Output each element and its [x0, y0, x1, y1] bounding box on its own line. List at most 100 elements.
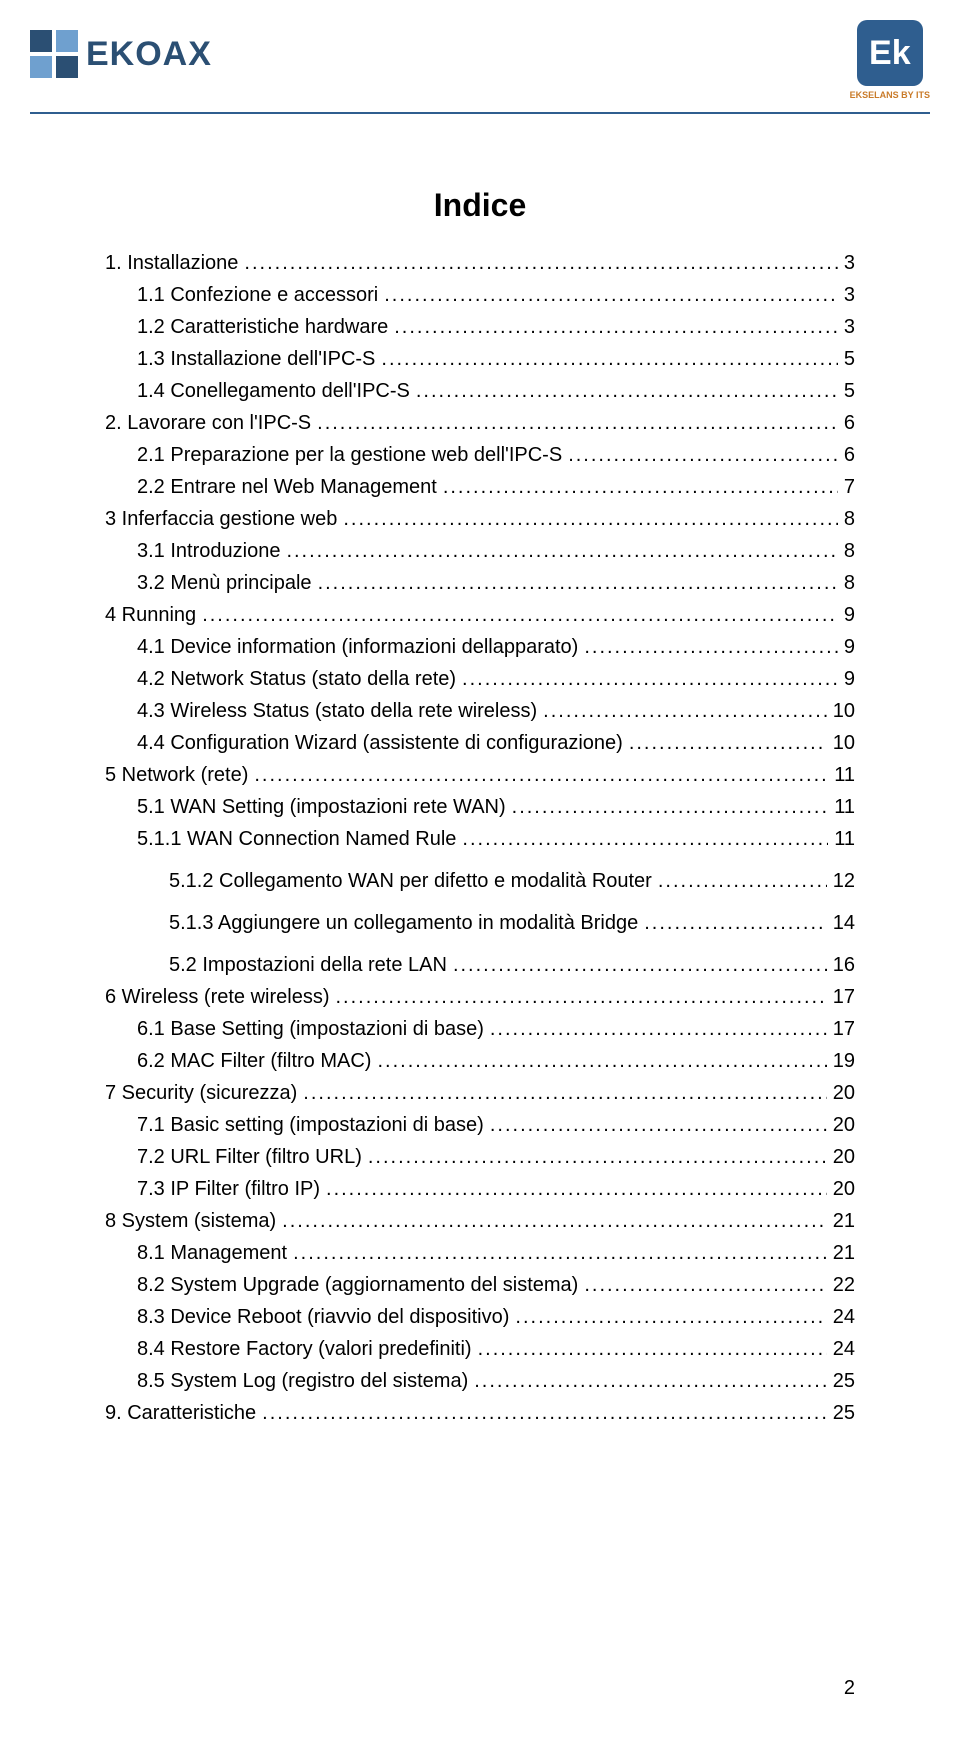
- toc-leader-dots: [474, 1366, 827, 1396]
- toc-entry: 6.1 Base Setting (impostazioni di base) 1…: [105, 1014, 855, 1044]
- toc-entry-label: 8.4 Restore Factory (valori predefiniti): [137, 1334, 472, 1364]
- toc-entry-label: 8.2 System Upgrade (aggiornamento del si…: [137, 1270, 578, 1300]
- toc-entry-label: 1.3 Installazione dell'IPC-S: [137, 344, 375, 374]
- logo-ekoax: EKOAX: [30, 30, 212, 78]
- toc-entry-label: 4.4 Configuration Wizard (assistente di …: [137, 728, 623, 758]
- logo-square-4: [56, 56, 78, 78]
- toc-entry-page: 6: [844, 408, 855, 438]
- toc-entry: 2.1 Preparazione per la gestione web del…: [105, 440, 855, 470]
- toc-entry: 9. Caratteristiche25: [105, 1398, 855, 1428]
- toc-leader-dots: [318, 568, 838, 598]
- toc-entry: 8.4 Restore Factory (valori predefiniti)…: [105, 1334, 855, 1364]
- toc-leader-dots: [282, 1206, 827, 1236]
- toc-entry-page: 20: [833, 1174, 855, 1204]
- toc-leader-dots: [644, 908, 827, 938]
- toc-entry-label: 1. Installazione: [105, 248, 238, 278]
- toc-entry-label: 4.2 Network Status (stato della rete): [137, 664, 456, 694]
- toc-entry-label: 2.1 Preparazione per la gestione web del…: [137, 440, 562, 470]
- toc-entry-page: 16: [833, 950, 855, 980]
- toc-leader-dots: [286, 536, 837, 566]
- toc-leader-dots: [543, 696, 827, 726]
- toc-entry: 8.1 Management 21: [105, 1238, 855, 1268]
- toc-entry-page: 17: [833, 1014, 855, 1044]
- page-number: 2: [844, 1677, 855, 1700]
- toc-entry-page: 25: [833, 1366, 855, 1396]
- table-of-contents: 1. Installazione31.1 Confezione e access…: [105, 248, 855, 1428]
- toc-leader-dots: [377, 1046, 826, 1076]
- toc-entry: 7.1 Basic setting (impostazioni di base)…: [105, 1110, 855, 1140]
- toc-entry: 1.2 Caratteristiche hardware 3: [105, 312, 855, 342]
- toc-leader-dots: [462, 824, 828, 854]
- toc-entry-label: 6 Wireless (rete wireless): [105, 982, 329, 1012]
- toc-entry-page: 8: [844, 568, 855, 598]
- toc-leader-dots: [244, 248, 837, 278]
- toc-entry: 1.4 Conellegamento dell'IPC-S5: [105, 376, 855, 406]
- toc-entry: 4.4 Configuration Wizard (assistente di …: [105, 728, 855, 758]
- toc-entry-label: 5.1.3 Aggiungere un collegamento in moda…: [169, 908, 638, 938]
- toc-entry-page: 11: [834, 760, 855, 790]
- toc-entry: 4.3 Wireless Status (stato della rete wi…: [105, 696, 855, 726]
- logo-square-1: [30, 30, 52, 52]
- toc-leader-dots: [262, 1398, 827, 1428]
- toc-entry-label: 6.2 MAC Filter (filtro MAC): [137, 1046, 371, 1076]
- toc-leader-dots: [384, 280, 838, 310]
- toc-leader-dots: [490, 1014, 827, 1044]
- toc-entry-label: 5.1 WAN Setting (impostazioni rete WAN): [137, 792, 506, 822]
- toc-entry-page: 21: [833, 1238, 855, 1268]
- toc-entry-page: 9: [844, 664, 855, 694]
- toc-entry-label: 3.1 Introduzione: [137, 536, 280, 566]
- toc-entry-page: 3: [844, 312, 855, 342]
- page-header: EKOAX Ek EKSELANS BY ITS: [0, 0, 960, 150]
- toc-entry-page: 11: [834, 792, 855, 822]
- toc-leader-dots: [478, 1334, 827, 1364]
- toc-entry-page: 22: [833, 1270, 855, 1300]
- toc-leader-dots: [202, 600, 838, 630]
- toc-leader-dots: [293, 1238, 827, 1268]
- toc-leader-dots: [490, 1110, 827, 1140]
- toc-leader-dots: [303, 1078, 826, 1108]
- page: EKOAX Ek EKSELANS BY ITS Indice 1. Insta…: [0, 0, 960, 1740]
- toc-entry-page: 7: [844, 472, 855, 502]
- toc-leader-dots: [658, 866, 827, 896]
- toc-entry: 2.2 Entrare nel Web Management 7: [105, 472, 855, 502]
- toc-entry-label: 7.1 Basic setting (impostazioni di base): [137, 1110, 484, 1140]
- toc-entry-label: 1.2 Caratteristiche hardware: [137, 312, 388, 342]
- toc-entry: 6.2 MAC Filter (filtro MAC) 19: [105, 1046, 855, 1076]
- toc-entry: 5.1 WAN Setting (impostazioni rete WAN) 1…: [105, 792, 855, 822]
- toc-entry-label: 3 Inferfaccia gestione web: [105, 504, 337, 534]
- toc-entry-page: 5: [844, 376, 855, 406]
- toc-entry-label: 4 Running: [105, 600, 196, 630]
- toc-entry-label: 7.2 URL Filter (filtro URL): [137, 1142, 362, 1172]
- toc-entry-label: 2.2 Entrare nel Web Management: [137, 472, 437, 502]
- logo-squares-icon: [30, 30, 78, 78]
- toc-leader-dots: [584, 632, 838, 662]
- document-title: Indice: [105, 190, 855, 220]
- toc-entry-page: 8: [844, 504, 855, 534]
- toc-entry: 3.1 Introduzione8: [105, 536, 855, 566]
- logo-wordmark: EKOAX: [86, 35, 212, 74]
- toc-entry-label: 8.3 Device Reboot (riavvio del dispositi…: [137, 1302, 509, 1332]
- toc-entry-page: 24: [833, 1334, 855, 1364]
- toc-entry: 8.3 Device Reboot (riavvio del dispositi…: [105, 1302, 855, 1332]
- toc-entry-page: 20: [833, 1142, 855, 1172]
- toc-entry: 1. Installazione3: [105, 248, 855, 278]
- header-rule: [30, 112, 930, 114]
- toc-entry: 3 Inferfaccia gestione web 8: [105, 504, 855, 534]
- toc-entry-page: 25: [833, 1398, 855, 1428]
- toc-leader-dots: [453, 950, 827, 980]
- toc-entry-page: 10: [833, 728, 855, 758]
- toc-entry: 2. Lavorare con l'IPC-S6: [105, 408, 855, 438]
- toc-entry-page: 19: [833, 1046, 855, 1076]
- toc-entry: 6 Wireless (rete wireless)17: [105, 982, 855, 1012]
- toc-leader-dots: [368, 1142, 827, 1172]
- toc-entry: 3.2 Menù principale8: [105, 568, 855, 598]
- content-area: Indice 1. Installazione31.1 Confezione e…: [0, 150, 960, 1428]
- toc-entry-label: 8.1 Management: [137, 1238, 287, 1268]
- toc-entry-label: 6.1 Base Setting (impostazioni di base): [137, 1014, 484, 1044]
- toc-leader-dots: [394, 312, 838, 342]
- toc-leader-dots: [326, 1174, 827, 1204]
- toc-entry: 4.2 Network Status (stato della rete) 9: [105, 664, 855, 694]
- toc-entry: 5.1.2 Collegamento WAN per difetto e mod…: [105, 866, 855, 896]
- toc-entry-label: 8.5 System Log (registro del sistema): [137, 1366, 468, 1396]
- toc-leader-dots: [416, 376, 838, 406]
